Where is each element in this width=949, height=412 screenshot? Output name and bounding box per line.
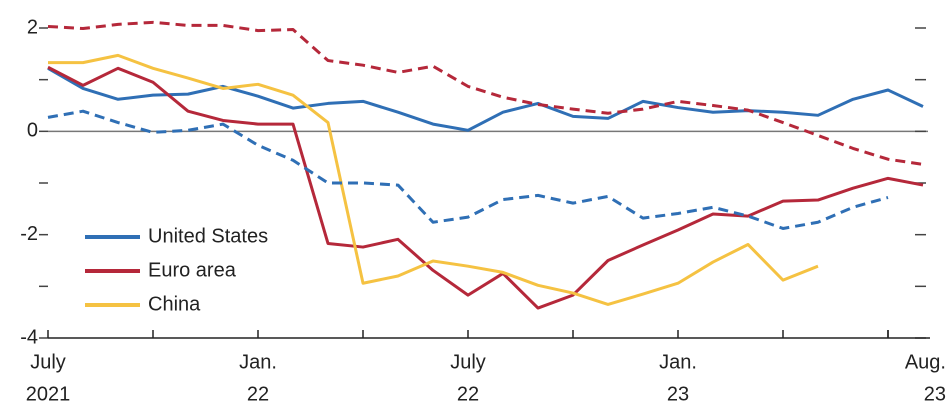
x-tick-label: Jan. xyxy=(659,351,697,373)
x-tick-label: Aug. xyxy=(905,351,946,373)
x-tick-label: 23 xyxy=(924,383,946,405)
x-tick-label: Jan. xyxy=(239,351,277,373)
series-line xyxy=(47,67,924,132)
x-tick-label: 2021 xyxy=(26,383,71,405)
x-tick-label: July xyxy=(30,351,66,373)
x-tick-label: July xyxy=(450,351,486,373)
x-tick-label: 23 xyxy=(667,383,689,405)
legend-label: Euro area xyxy=(148,259,237,281)
y-tick-label: -2 xyxy=(20,223,38,245)
x-tick-label: 22 xyxy=(457,383,479,405)
series-line xyxy=(48,53,819,306)
y-tick-label: 0 xyxy=(27,120,38,142)
legend-label: China xyxy=(148,293,201,315)
x-tick-label: 22 xyxy=(247,383,269,405)
series-line xyxy=(47,65,924,310)
dashed-line xyxy=(47,20,924,166)
y-tick-label: -4 xyxy=(20,326,38,348)
y-tick-label: 2 xyxy=(27,16,38,38)
legend-label: United States xyxy=(148,225,268,247)
dashed-line xyxy=(47,109,889,230)
